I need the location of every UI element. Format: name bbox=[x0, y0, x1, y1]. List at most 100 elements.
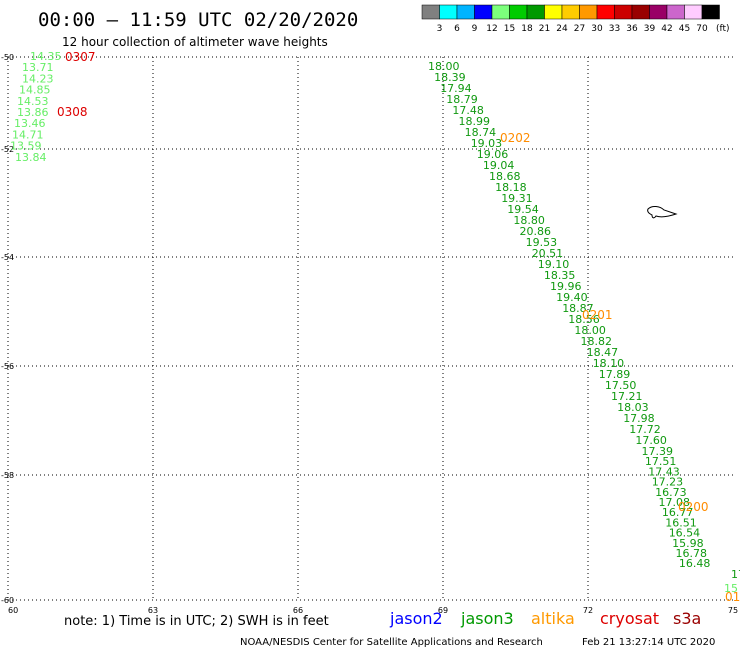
lat-tick-label: -58 bbox=[1, 471, 14, 480]
swh-value-label: 16.51 bbox=[665, 516, 697, 529]
footer-credit: NOAA/NESDIS Center for Satellite Applica… bbox=[240, 637, 543, 648]
wave-height-color-scale: 3 6 9 12 15 18 21 24 27 30 33 36 39 42 45 70 bbox=[421, 4, 720, 34]
swh-edge-label: 17 bbox=[731, 568, 740, 581]
swh-value-label: 18.82 bbox=[581, 335, 613, 348]
scale-bin-label: 15 bbox=[504, 24, 515, 34]
scale-swatch bbox=[579, 4, 598, 20]
scale-swatch bbox=[666, 4, 685, 20]
swh-value-label: 17.60 bbox=[635, 434, 667, 447]
swh-value-label: 19.03 bbox=[471, 137, 503, 150]
lon-tick-label: 75 bbox=[728, 606, 738, 615]
swh-value-label: 18.47 bbox=[587, 346, 619, 359]
scale-bin-label: 21 bbox=[539, 24, 550, 34]
lat-tick-label: -50 bbox=[1, 53, 14, 62]
lon-tick-label: 60 bbox=[8, 606, 18, 615]
swh-value-label: 17.39 bbox=[642, 445, 674, 458]
scale-swatch bbox=[439, 4, 458, 20]
scale-bin-label: 30 bbox=[591, 24, 603, 34]
legend-s3a: s3a bbox=[673, 609, 701, 628]
swh-value-label: 16.54 bbox=[669, 527, 701, 540]
swh-value-label: 14.53 bbox=[17, 95, 49, 108]
scale-bin-label: 27 bbox=[574, 24, 585, 34]
map-frame bbox=[7, 56, 736, 601]
swh-value-label: 17.21 bbox=[611, 390, 643, 403]
track-main: 18.0018.3917.9418.7917.4818.9918.7419.03… bbox=[428, 60, 740, 604]
scale-unit-label: (ft) bbox=[716, 24, 730, 34]
swh-value-label: 17.23 bbox=[652, 476, 684, 489]
scale-swatch bbox=[421, 4, 440, 20]
swh-value-label: 13.84 bbox=[15, 151, 47, 164]
scale-swatch bbox=[561, 4, 580, 20]
swh-value-label: 19.06 bbox=[477, 148, 509, 161]
lon-tick-label: 69 bbox=[438, 606, 448, 615]
swh-value-label: 18.68 bbox=[489, 170, 521, 183]
swh-value-label: 17.94 bbox=[440, 82, 472, 95]
scale-swatch bbox=[509, 4, 528, 20]
legend-jason3: jason3 bbox=[460, 609, 514, 628]
scale-bin-label: 36 bbox=[626, 24, 638, 34]
scale-swatch bbox=[491, 4, 510, 20]
swh-edge-label: 15 bbox=[724, 582, 738, 595]
map-gridlines bbox=[8, 57, 736, 600]
swh-value-label: 14.35 bbox=[30, 50, 62, 63]
lat-tick-label: -52 bbox=[1, 145, 14, 154]
swh-value-label: 17.43 bbox=[648, 465, 680, 478]
scale-swatch bbox=[684, 4, 703, 20]
swh-value-label: 16.73 bbox=[655, 486, 687, 499]
swh-value-label: 19.31 bbox=[501, 192, 533, 205]
swh-value-label: 18.74 bbox=[465, 126, 497, 139]
scale-bin-label: 39 bbox=[644, 24, 656, 34]
swh-value-label: 18.00 bbox=[428, 60, 460, 73]
island-outline bbox=[647, 206, 678, 219]
swh-value-label: 18.80 bbox=[513, 214, 545, 227]
scale-bin-label: 42 bbox=[661, 24, 672, 34]
swh-value-label: 20.86 bbox=[520, 225, 552, 238]
swh-value-label: 17.48 bbox=[452, 104, 484, 117]
scale-swatch bbox=[614, 4, 633, 20]
swh-value-label: 18.79 bbox=[446, 93, 478, 106]
scale-bin-label: 33 bbox=[609, 24, 620, 34]
map-tick-labels: 60 63 66 69 72 75 -50 -52 -54 -56 -58 -60 bbox=[1, 53, 738, 615]
lon-tick-label: 66 bbox=[293, 606, 303, 615]
swh-value-label: 18.99 bbox=[459, 115, 491, 128]
swh-value-label: 19.04 bbox=[483, 159, 515, 172]
swh-value-label: 18.87 bbox=[562, 302, 594, 315]
swh-value-label: 15.98 bbox=[672, 537, 704, 550]
scale-bin-label: 24 bbox=[556, 24, 568, 34]
swh-value-label: 19.54 bbox=[507, 203, 539, 216]
lat-tick-label: -56 bbox=[1, 362, 14, 371]
swh-value-label: 13.59 bbox=[10, 140, 42, 153]
swh-value-label: 17.50 bbox=[605, 379, 637, 392]
swh-value-label: 18.03 bbox=[617, 401, 649, 414]
lon-tick-label: 63 bbox=[148, 606, 158, 615]
swh-value-label: 19.40 bbox=[556, 291, 588, 304]
footer-note: note: 1) Time is in UTC; 2) SWH is in fe… bbox=[64, 614, 329, 629]
lat-tick-label: -54 bbox=[1, 253, 14, 262]
swh-value-label: 18.10 bbox=[593, 357, 625, 370]
legend-jason2: jason2 bbox=[389, 609, 443, 628]
scale-swatch bbox=[544, 4, 563, 20]
swh-value-label: 13.46 bbox=[14, 117, 46, 130]
swh-value-label: 17.08 bbox=[659, 496, 691, 509]
scale-bin-label: 45 bbox=[679, 24, 690, 34]
swh-value-label: 18.18 bbox=[495, 181, 526, 194]
swh-value-label: 18.00 bbox=[574, 324, 606, 337]
swh-value-label: 13.71 bbox=[22, 61, 54, 74]
scale-swatch bbox=[526, 4, 545, 20]
scale-bin-label: 70 bbox=[696, 24, 708, 34]
scale-swatch bbox=[456, 4, 475, 20]
pass-time-label: 0200 bbox=[678, 500, 709, 514]
swh-value-label: 13.86 bbox=[17, 106, 49, 119]
swh-value-label: 16.77 bbox=[662, 506, 694, 519]
swh-value-label: 17.72 bbox=[629, 423, 661, 436]
swh-value-label: 14.71 bbox=[12, 128, 44, 141]
swh-value-label: 18.39 bbox=[434, 71, 466, 84]
pass-time-label: 0307 bbox=[65, 50, 96, 64]
swh-value-label: 19.10 bbox=[538, 258, 570, 271]
pass-time-label: 0202 bbox=[500, 131, 531, 145]
scale-swatch bbox=[596, 4, 615, 20]
swh-value-label: 14.85 bbox=[19, 84, 51, 97]
pass-time-label: 0201 bbox=[582, 308, 613, 322]
scale-swatch bbox=[649, 4, 668, 20]
